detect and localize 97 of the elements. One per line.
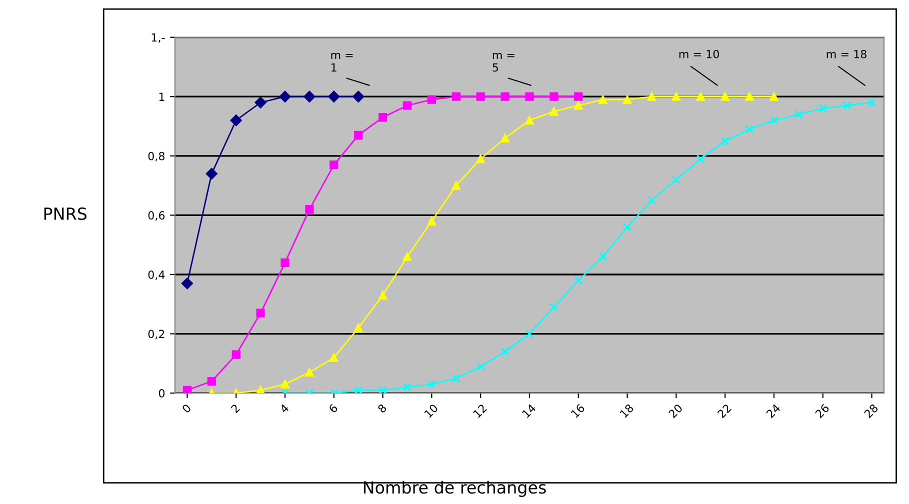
point [720,136,730,146]
point [500,347,510,356]
point [182,386,192,394]
point [427,216,436,226]
point [867,98,876,107]
point [672,175,680,184]
point [256,386,265,394]
x-tick-label: 18 [619,404,634,418]
point [254,96,266,108]
x-tick-label: 28 [864,404,879,418]
point [402,382,412,392]
point [232,350,240,359]
point [354,130,363,140]
x-tick-label: 4 [279,404,290,414]
point [230,114,242,126]
point [770,92,778,101]
point [378,290,388,300]
point [452,181,460,190]
y-tick-label: 1,- [152,33,165,43]
point [427,380,436,389]
point [279,90,291,102]
point [672,92,680,101]
point [696,154,705,164]
x-tick-label: 2 [230,404,240,414]
x-tick-label: 20 [668,404,683,418]
point [305,368,314,377]
point [476,92,485,101]
point [525,92,534,101]
x-tick-label: 10 [424,404,438,418]
point [550,302,558,312]
point [354,324,363,332]
y-tick-label: 0,4 [148,270,165,280]
point [622,222,632,232]
annotation: m = 10 [679,50,719,58]
point [745,124,754,134]
point [207,376,216,386]
x-tick-label: 6 [328,403,338,414]
point [206,168,218,180]
point [574,276,583,285]
point [354,386,363,394]
point [328,90,340,102]
point [843,101,852,110]
point [500,92,510,101]
point [330,353,338,362]
x-tick-label: 16 [570,403,586,418]
point [305,204,314,214]
point [304,90,316,102]
point [598,252,608,262]
point [427,95,436,104]
point [452,374,460,383]
point [402,101,412,110]
y-tick-label: 0,6 [148,211,165,221]
point [378,386,388,394]
point [476,362,485,371]
point [622,95,632,104]
x-tick-label: 14 [522,404,536,418]
x-tick-label: 8 [377,404,388,414]
x-tick-label: 24 [766,403,781,418]
point [647,196,656,205]
x-tick-label: 22 [717,404,732,418]
point [452,92,460,101]
annotation: m = 18 [826,50,866,58]
point [181,278,193,290]
x-tick-label: 0 [182,404,192,414]
y-tick-label: 1 [159,92,164,101]
annotation: m = 1 [331,52,353,72]
x-tick-label: 26 [814,403,830,418]
point [745,92,754,101]
x-axis-title: Nombre de rechanges [364,480,546,497]
point [256,308,265,318]
point [818,104,828,113]
y-axis-title: PNRS [44,207,86,220]
point [550,107,558,116]
point [574,92,583,101]
point [598,95,608,104]
point [525,116,534,125]
point [550,92,558,101]
point [794,110,803,119]
x-tick-label: 12 [472,404,487,418]
annotation: m = 5 [492,52,514,72]
point [647,92,656,101]
y-tick-label: 0,8 [148,152,164,162]
point [720,92,730,101]
point [574,101,583,110]
y-tick-label: 0,2 [148,330,164,340]
point [280,258,290,267]
point [525,330,534,338]
point [476,154,485,164]
point [402,252,412,262]
point [378,113,388,122]
point [770,116,778,125]
point [500,134,510,142]
point [330,160,338,170]
y-tick-label: 0 [158,389,165,398]
point [280,380,290,389]
point [352,90,364,102]
point [696,92,705,101]
